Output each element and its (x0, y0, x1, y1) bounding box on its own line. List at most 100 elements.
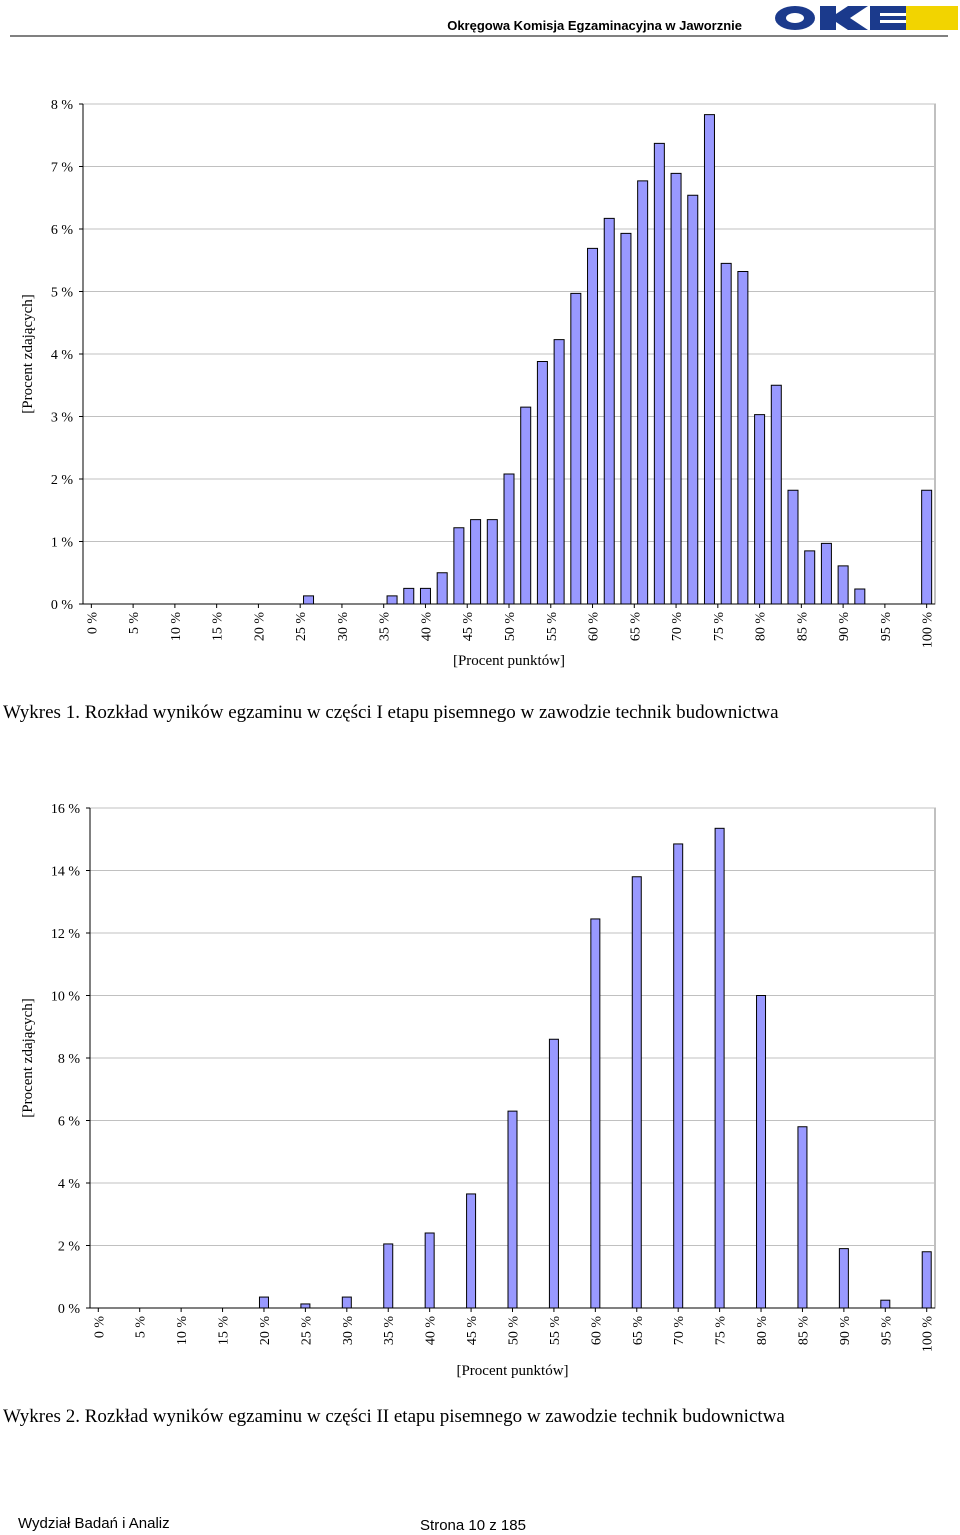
bar (403, 587, 415, 605)
x-tick-label: 30 % (336, 612, 351, 642)
bar (756, 995, 767, 1309)
bar (670, 172, 682, 605)
x-tick-label: 100 % (921, 1316, 936, 1353)
y-tick-label: 4 % (58, 1177, 81, 1192)
bar (341, 1296, 352, 1309)
bar (837, 565, 849, 605)
bar (653, 142, 665, 605)
x-tick-label: 25 % (294, 612, 309, 642)
y-tick-label: 6 % (51, 223, 74, 238)
x-tick-label: 55 % (548, 1316, 563, 1346)
bar (703, 114, 715, 605)
x-tick-label: 95 % (879, 612, 894, 642)
bar (386, 595, 398, 605)
x-axis-title: [Procent punktów] (456, 1363, 568, 1379)
x-tick-label: 30 % (341, 1316, 356, 1346)
bar (470, 519, 482, 605)
x-tick-label: 70 % (672, 1316, 687, 1346)
bar (673, 843, 684, 1309)
y-axis-title: [Procent zdających] (20, 998, 36, 1118)
x-tick-label: 55 % (545, 612, 560, 642)
bar (854, 588, 866, 605)
x-tick-label: 10 % (175, 1316, 190, 1346)
bar (587, 247, 599, 605)
x-tick-label: 75 % (714, 1316, 729, 1346)
y-tick-label: 14 % (51, 865, 81, 880)
bar (570, 292, 582, 605)
bar (880, 1299, 891, 1309)
x-tick-label: 80 % (754, 612, 769, 642)
y-tick-label: 0 % (58, 1302, 81, 1317)
bar (720, 262, 732, 605)
x-tick-label: 100 % (921, 612, 936, 649)
bar (737, 271, 749, 605)
x-tick-label: 60 % (587, 612, 602, 642)
header-title: Okręgowa Komisja Egzaminacyjna w Jaworzn… (447, 18, 742, 33)
x-tick-label: 95 % (879, 1316, 894, 1346)
x-tick-label: 50 % (507, 1316, 522, 1346)
x-tick-label: 65 % (628, 612, 643, 642)
x-tick-label: 15 % (211, 612, 226, 642)
x-tick-label: 45 % (465, 1316, 480, 1346)
x-tick-label: 20 % (252, 612, 267, 642)
bar (631, 876, 642, 1309)
bar (486, 519, 498, 605)
bar (553, 339, 565, 605)
y-tick-label: 2 % (58, 1240, 81, 1255)
x-tick-label: 85 % (796, 1316, 811, 1346)
bar (797, 1126, 808, 1309)
bar (754, 414, 766, 605)
x-tick-label: 85 % (795, 612, 810, 642)
y-tick-label: 12 % (51, 927, 81, 942)
x-tick-label: 0 % (92, 1316, 107, 1339)
x-tick-label: 80 % (755, 1316, 770, 1346)
bar (520, 406, 532, 605)
x-tick-label: 40 % (424, 1316, 439, 1346)
x-tick-label: 10 % (169, 612, 184, 642)
bar (921, 1251, 932, 1309)
x-tick-label: 60 % (589, 1316, 604, 1346)
x-tick-label: 35 % (382, 1316, 397, 1346)
x-tick-label: 5 % (127, 612, 142, 635)
bar (453, 527, 465, 605)
y-tick-label: 5 % (51, 286, 74, 301)
bar (383, 1243, 394, 1309)
bar (687, 194, 699, 605)
bar (620, 232, 632, 605)
bar (590, 918, 601, 1309)
y-tick-label: 4 % (51, 348, 74, 363)
bar (507, 1110, 518, 1309)
y-tick-label: 7 % (51, 161, 74, 176)
bar (419, 587, 431, 605)
x-tick-label: 35 % (378, 612, 393, 642)
footer-right: Strona 10 z 185 (420, 1517, 526, 1534)
bar (436, 572, 448, 605)
y-tick-label: 1 % (51, 536, 74, 551)
x-tick-label: 15 % (217, 1316, 232, 1346)
bar (258, 1296, 269, 1309)
bar (424, 1232, 435, 1309)
y-tick-label: 6 % (58, 1115, 81, 1130)
bar (300, 1303, 311, 1309)
bar (548, 1038, 559, 1309)
x-axis-title: [Procent punktów] (453, 653, 565, 669)
logo (772, 4, 958, 32)
bar (921, 489, 933, 605)
caption: Wykres 1. Rozkład wyników egzaminu w czę… (3, 702, 779, 723)
x-tick-label: 90 % (837, 612, 852, 642)
y-axis-title: [Procent zdających] (20, 294, 36, 414)
y-tick-label: 3 % (51, 411, 74, 426)
bar (838, 1248, 849, 1309)
y-tick-label: 8 % (58, 1052, 81, 1067)
y-tick-label: 8 % (51, 98, 74, 113)
y-tick-label: 10 % (51, 990, 81, 1005)
bar (536, 361, 548, 605)
bar (503, 473, 515, 605)
x-tick-label: 70 % (670, 612, 685, 642)
x-tick-label: 20 % (258, 1316, 273, 1346)
y-tick-label: 16 % (51, 802, 81, 817)
x-tick-label: 50 % (503, 612, 518, 642)
x-tick-label: 40 % (419, 612, 434, 642)
x-tick-label: 0 % (85, 612, 100, 635)
